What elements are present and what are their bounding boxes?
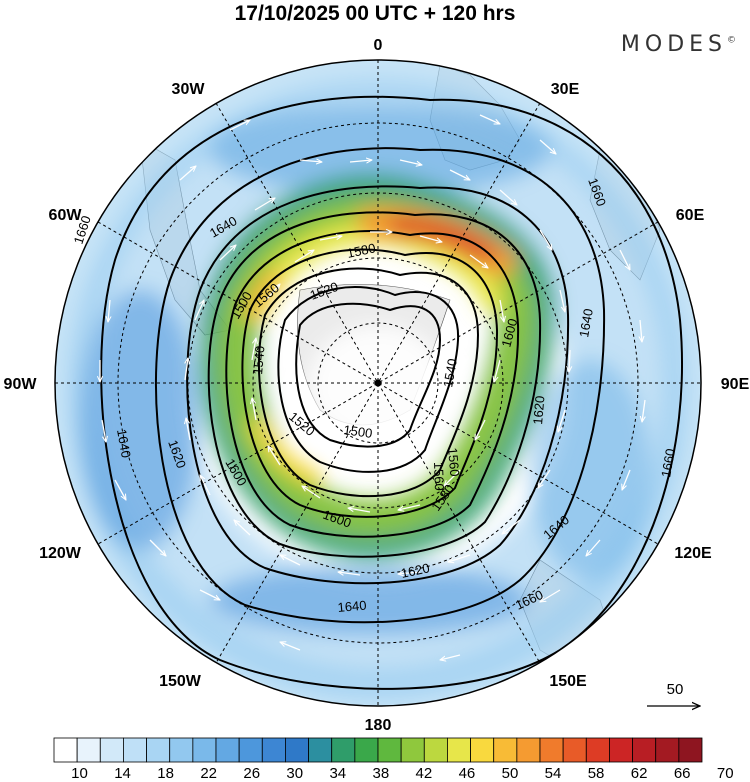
contour-1540 — [257, 267, 480, 498]
meridian-label-120e: 120E — [674, 545, 712, 562]
meridian-label-90e: 90E — [721, 376, 750, 393]
contour-label: 1500 — [343, 422, 374, 441]
contour-1520 — [277, 286, 460, 473]
meridian-label-120w: 120W — [39, 545, 82, 562]
meridian-label-180: 180 — [365, 717, 392, 734]
colorbar-swatch — [76, 737, 101, 763]
colorbar-tick-label: 30 — [286, 765, 303, 782]
colorbar-swatch — [447, 737, 471, 763]
contour-label: 1640 — [114, 428, 134, 459]
colorbar-tick-label: 34 — [329, 765, 346, 782]
colorbar-swatch — [238, 737, 263, 763]
map-boundary — [54, 59, 702, 707]
reference-vector-label: 50 — [667, 681, 684, 698]
contour-label: 1620 — [400, 560, 431, 581]
colorbar-swatch — [655, 737, 680, 763]
brand-mark: © — [727, 35, 736, 46]
colorbar-tick-label: 70 — [717, 765, 734, 782]
contour-label: 1640 — [576, 307, 596, 338]
contour-labels: 1660 1640 1580 1560 1600 1620 1640 1660 … — [71, 176, 678, 615]
colorbar-tick-label: 10 — [71, 765, 88, 782]
colorbar-swatch — [169, 737, 194, 763]
contour-label: 1560 — [431, 462, 447, 491]
brand-name: MODES — [620, 32, 727, 57]
colorbar-swatch — [585, 737, 610, 763]
reference-vector: 50 — [647, 681, 700, 706]
contour-1500 — [295, 302, 442, 448]
meridian-label-30e: 30E — [551, 81, 580, 98]
meridian-label-60e: 60E — [676, 207, 705, 224]
contour-1600 — [207, 211, 542, 558]
meridian-label-150w: 150W — [159, 673, 202, 690]
colorbar-tick-label: 54 — [545, 765, 562, 782]
meridian-label-30w: 30W — [172, 81, 206, 98]
contour-label: 1620 — [530, 395, 547, 425]
colorbar-swatch — [123, 737, 147, 763]
colorbar-swatch — [609, 737, 633, 763]
colorbar-tick-label: 58 — [588, 765, 605, 782]
colorbar-swatch — [539, 737, 564, 763]
meridian-label-90w: 90W — [4, 376, 38, 393]
colorbar-tick-label: 14 — [114, 765, 131, 782]
shading-layers — [55, 60, 701, 706]
contour-label: 1560 — [445, 447, 462, 477]
colorbar-tick-label: 62 — [631, 765, 648, 782]
colorbar-swatch — [261, 737, 286, 763]
colorbar-swatch — [331, 737, 356, 763]
brand-logo: MODES© — [621, 32, 736, 57]
pole-marker — [374, 379, 382, 387]
meridian-label-60w: 60W — [49, 207, 83, 224]
colorbar-swatch — [678, 737, 703, 763]
geopotential-contours — [100, 95, 683, 690]
colorbar-swatch — [146, 737, 171, 763]
colorbar-swatch — [377, 737, 402, 763]
colorbar-swatch — [470, 737, 495, 763]
colorbar-tick-label: 42 — [416, 765, 433, 782]
contour-label: 1580 — [346, 240, 377, 261]
contour-1640 — [154, 147, 606, 624]
colorbar-swatch — [192, 737, 217, 763]
colorbar-swatch — [400, 737, 425, 763]
contour-1660 — [100, 95, 683, 690]
wind-vectors — [100, 114, 645, 660]
colorbar-tick-label: 26 — [243, 765, 260, 782]
contour-1620 — [186, 185, 570, 585]
colorbar-swatch — [354, 737, 379, 763]
contour-label: 1600 — [498, 317, 520, 349]
meridian-label-150e: 150E — [549, 673, 587, 690]
colorbar-swatch — [562, 737, 587, 763]
contour-label: 1540 — [250, 345, 267, 375]
wind-speed-shading — [55, 60, 701, 706]
colorbar-swatch — [285, 737, 309, 763]
contour-label: 1540 — [440, 357, 460, 388]
colorbar-swatch — [493, 737, 518, 763]
colorbar-swatch — [423, 737, 448, 763]
meridian-labels: 0 30E 60E 90E 120E 150E 180 150W 120W 90… — [4, 37, 750, 734]
colorbar-swatch — [516, 737, 541, 763]
colorbar-tick-label: 18 — [157, 765, 174, 782]
colorbar-tick-label: 38 — [372, 765, 389, 782]
contour-label: 1660 — [658, 447, 678, 478]
colorbar-swatch — [308, 737, 333, 763]
map-title: 17/10/2025 00 UTC + 120 hrs — [234, 2, 516, 25]
colorbar-swatch — [632, 737, 657, 763]
meridian-label-0: 0 — [374, 37, 383, 54]
colorbar-tick-label: 22 — [200, 765, 217, 782]
colorbar-tick-label: 46 — [459, 765, 476, 782]
colorbar-swatch — [99, 737, 124, 763]
contour-label: 1640 — [337, 598, 367, 615]
colorbar-tick-label: 50 — [502, 765, 519, 782]
colorbar-swatch — [53, 737, 78, 763]
colorbar: 10 14 18 22 26 30 34 38 42 46 50 54 58 62 66 70 — [53, 737, 734, 782]
colorbar-swatch — [215, 737, 240, 763]
colorbar-tick-label: 66 — [674, 765, 691, 782]
